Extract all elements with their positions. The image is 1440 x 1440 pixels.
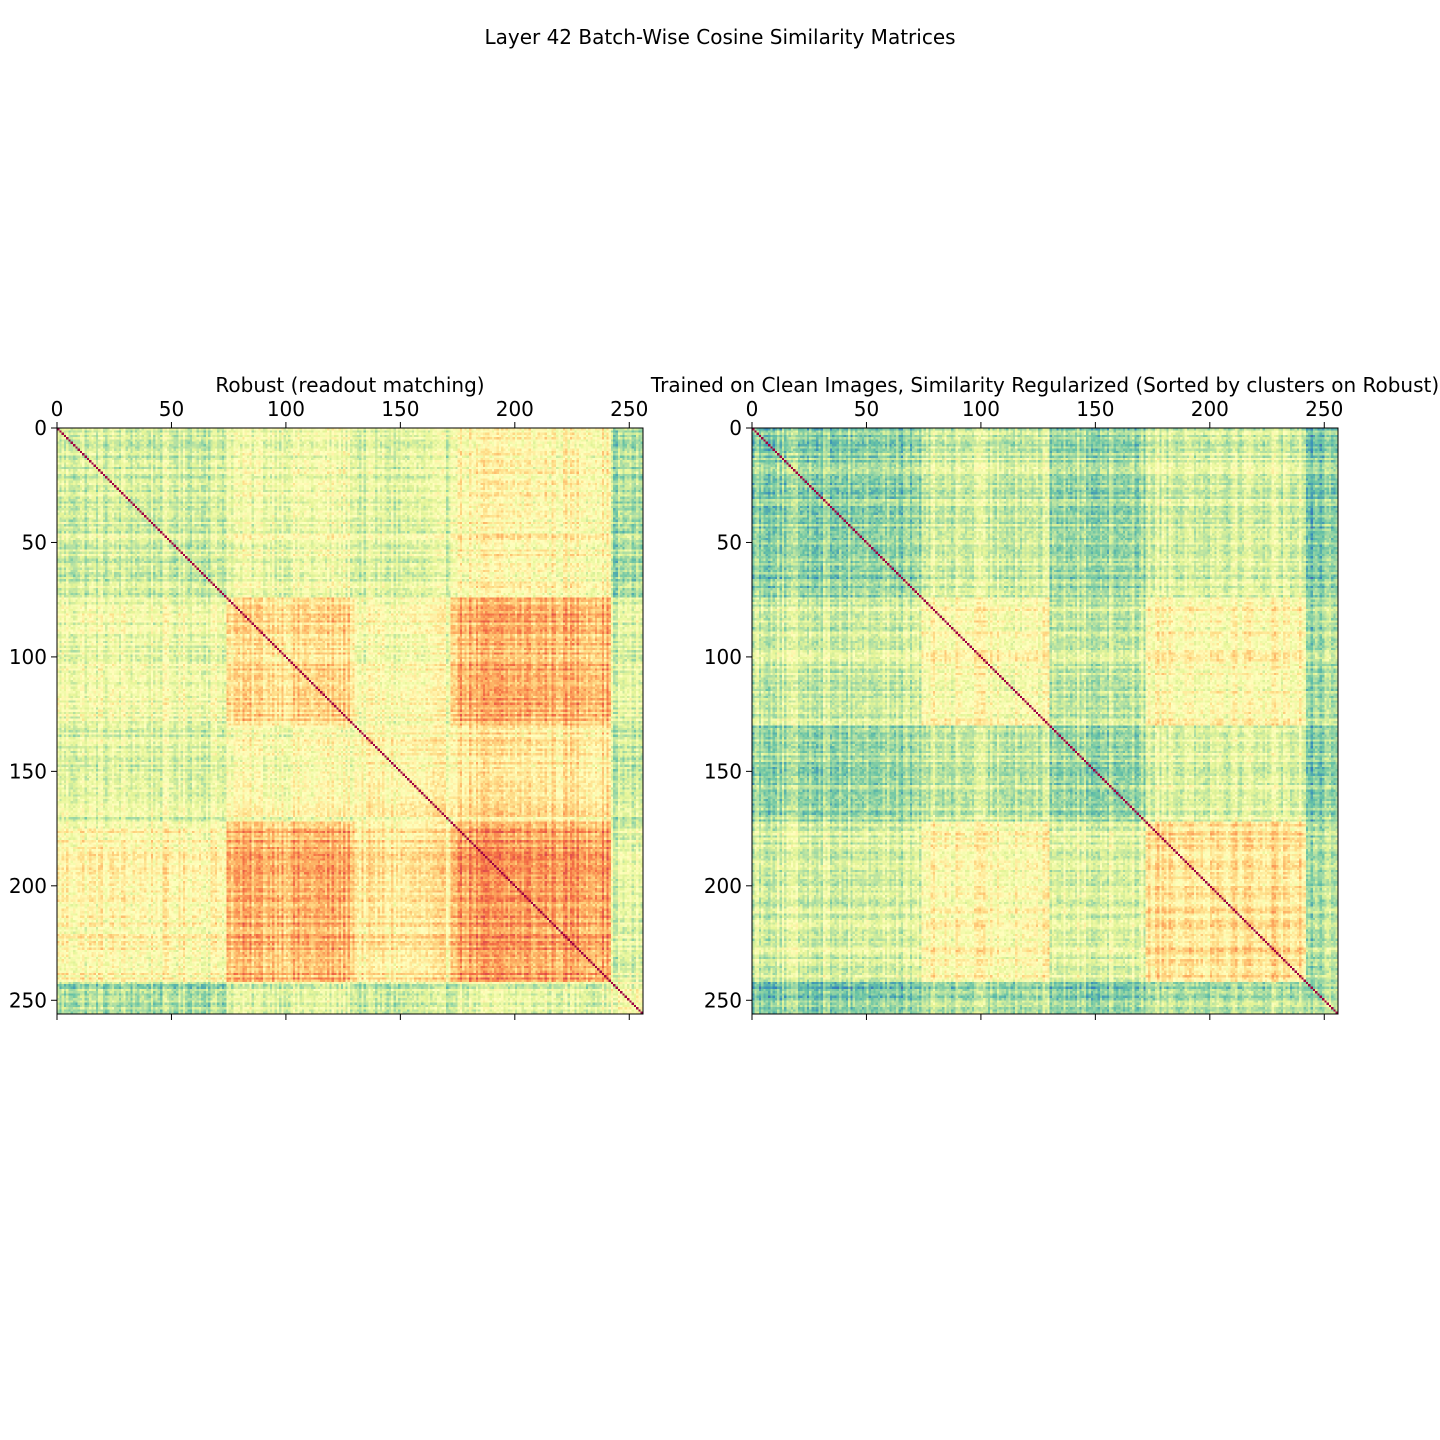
y-tick-label: 100 bbox=[9, 645, 47, 669]
y-tick-label: 100 bbox=[704, 645, 742, 669]
y-tick-label: 250 bbox=[704, 988, 742, 1012]
panel-title: Trained on Clean Images, Similarity Regu… bbox=[650, 373, 1439, 397]
axes-frame bbox=[56, 427, 644, 1015]
heatmap-cells bbox=[752, 428, 1338, 1014]
y-tick-label: 150 bbox=[704, 759, 742, 783]
x-tick-label: 200 bbox=[1191, 397, 1229, 421]
x-tick-label: 200 bbox=[496, 397, 534, 421]
axes-frame bbox=[751, 427, 1339, 1015]
x-tick-label: 100 bbox=[962, 397, 1000, 421]
x-tick-label: 150 bbox=[1076, 397, 1114, 421]
x-tick-label: 50 bbox=[159, 397, 184, 421]
y-tick-label: 200 bbox=[9, 874, 47, 898]
heatmap-cells bbox=[57, 428, 643, 1014]
x-tick-label: 0 bbox=[746, 397, 759, 421]
y-tick-label: 0 bbox=[34, 416, 47, 440]
y-tick-label: 200 bbox=[704, 874, 742, 898]
x-tick-label: 50 bbox=[854, 397, 879, 421]
y-tick-label: 250 bbox=[9, 988, 47, 1012]
x-tick-label: 150 bbox=[381, 397, 419, 421]
y-tick-label: 150 bbox=[9, 759, 47, 783]
panel-title: Robust (readout matching) bbox=[215, 373, 484, 397]
y-tick-label: 50 bbox=[22, 530, 47, 554]
y-tick-label: 50 bbox=[717, 530, 742, 554]
y-tick-label: 0 bbox=[729, 416, 742, 440]
heatmap-panel-robust: Robust (readout matching) 0 50 100 150 200 250… bbox=[9, 373, 648, 1020]
x-tick-label: 100 bbox=[267, 397, 305, 421]
x-tick-label: 0 bbox=[51, 397, 64, 421]
heatmap-panel-clean-regularized: Trained on Clean Images, Similarity Regu… bbox=[650, 373, 1439, 1020]
x-tick-label: 250 bbox=[1305, 397, 1343, 421]
figure-title: Layer 42 Batch-Wise Cosine Similarity Ma… bbox=[484, 25, 955, 49]
x-tick-label: 250 bbox=[610, 397, 648, 421]
